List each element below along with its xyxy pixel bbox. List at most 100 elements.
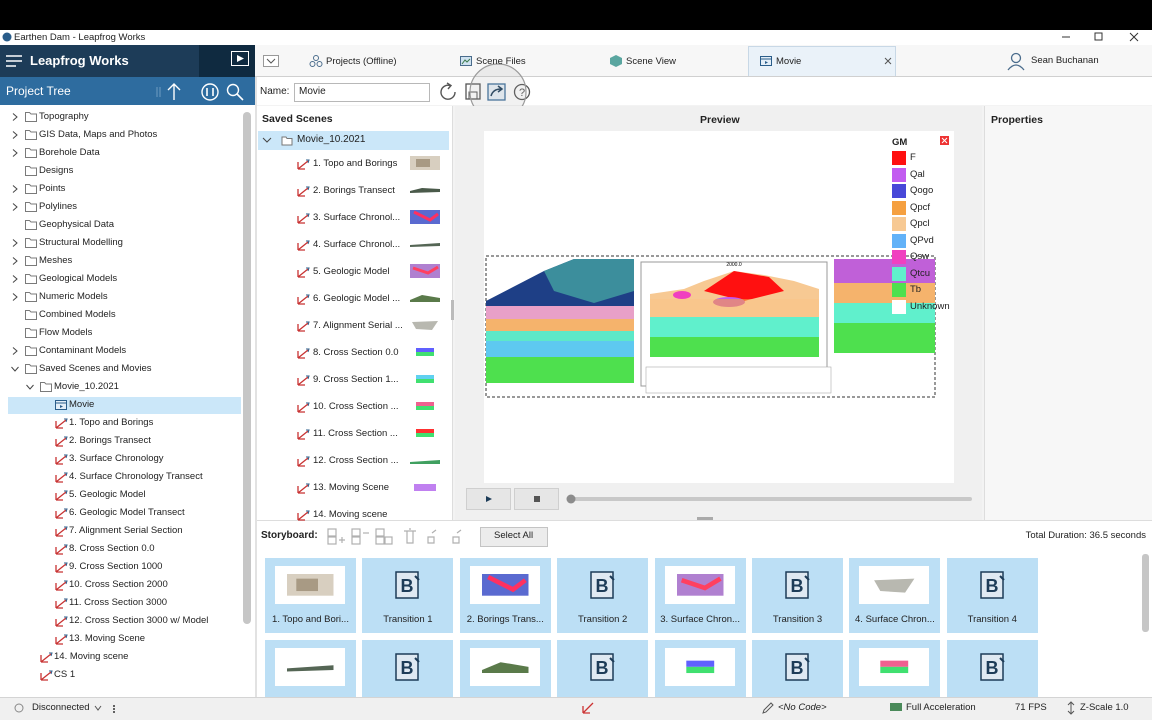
code-status[interactable]: <No Code> [778, 702, 827, 713]
tree-expander [12, 347, 18, 355]
tree-item-label[interactable]: Combined Models [39, 309, 116, 320]
tree-item-label[interactable]: 4. Surface Chronology Transect [69, 471, 203, 482]
tree-item-label[interactable]: Designs [39, 165, 74, 176]
tree-toolbar[interactable] [156, 82, 250, 102]
user-name[interactable]: Sean Buchanan [1031, 55, 1099, 66]
card-label[interactable]: Transition 2 [578, 614, 628, 625]
scene-label[interactable]: 4. Surface Chronol... [313, 239, 401, 250]
tab-label[interactable]: Movie [776, 56, 802, 67]
tree-item-label[interactable]: 5. Geologic Model [69, 489, 146, 500]
tree-item-label[interactable]: Contaminant Models [39, 345, 127, 356]
tree-item-label[interactable]: GIS Data, Maps and Photos [39, 129, 158, 140]
folder-row[interactable] [258, 131, 449, 150]
tree-expander [12, 203, 18, 211]
connection-status[interactable]: Disconnected [32, 702, 90, 713]
scene-icon [297, 240, 310, 251]
tree-item-label[interactable]: 9. Cross Section 1000 [69, 561, 163, 572]
z-scale-status[interactable]: Z-Scale 1.0 [1080, 702, 1129, 713]
scene-label[interactable]: 10. Cross Section ... [313, 401, 399, 412]
scene-label[interactable]: 14. Moving scene [313, 509, 388, 520]
project-tree-title: Project Tree [6, 84, 71, 98]
transition-icon: B [980, 571, 1005, 599]
card-label[interactable]: 1. Topo and Bori... [272, 614, 349, 625]
card-label[interactable]: 4. Surface Chron... [855, 614, 935, 625]
play-scene-button[interactable] [231, 51, 249, 67]
scene-label[interactable]: 6. Geologic Model ... [313, 293, 401, 304]
preview-image: 2000.0 [485, 255, 936, 398]
select-all-button[interactable] [480, 527, 548, 547]
tree-item-label[interactable]: Polylines [39, 201, 78, 212]
card-label[interactable]: Transition 4 [967, 614, 1017, 625]
playback-controls[interactable] [466, 488, 972, 512]
legend-close[interactable] [940, 136, 949, 145]
name-value[interactable]: Movie [299, 86, 326, 97]
scene-thumbnail [410, 453, 440, 467]
tab-label[interactable]: Projects (Offline) [326, 56, 397, 67]
panel-grip[interactable] [451, 300, 454, 320]
scene-label[interactable]: 11. Cross Section ... [313, 428, 398, 439]
tree-item-label[interactable]: 13. Moving Scene [69, 633, 146, 644]
tree-item-label[interactable]: 10. Cross Section 2000 [69, 579, 168, 590]
tree-item-label[interactable]: Geophysical Data [39, 219, 114, 230]
tree-item-label[interactable]: Topography [39, 111, 89, 122]
tab-dropdown[interactable] [263, 55, 279, 67]
tree-item-label[interactable]: Geological Models [39, 273, 118, 284]
saved-scenes-folder[interactable]: Movie_10.2021 [297, 134, 366, 145]
tree-item-label[interactable]: Structural Modelling [39, 237, 123, 248]
menu-button[interactable] [6, 53, 22, 69]
movie-actions[interactable]: ? [436, 80, 536, 104]
tree-selection[interactable] [8, 397, 241, 414]
splitter[interactable] [255, 77, 257, 697]
tree-item-label[interactable]: 11. Cross Section 3000 [69, 597, 168, 608]
tree-item-label[interactable]: 2. Borings Transect [69, 435, 151, 446]
card-label[interactable]: Transition 3 [772, 614, 823, 625]
tab-icon [309, 55, 323, 67]
tree-item-label[interactable]: Saved Scenes and Movies [39, 363, 152, 374]
storyboard-grip[interactable] [697, 517, 713, 520]
scene-label[interactable]: 8. Cross Section 0.0 [313, 347, 399, 358]
tree-item-label[interactable]: CS 1 [54, 669, 76, 680]
scene-label[interactable]: 9. Cross Section 1... [313, 374, 399, 385]
tree-scrollbar[interactable] [243, 112, 251, 624]
scene-label[interactable]: 12. Cross Section ... [313, 455, 399, 466]
active-tab[interactable] [748, 46, 896, 76]
tree-expander [11, 366, 19, 372]
scene-label[interactable]: 7. Alignment Serial ... [313, 320, 403, 331]
window-controls[interactable] [1060, 32, 1145, 42]
card-label[interactable]: Transition 1 [383, 614, 433, 625]
tree-item-label[interactable]: Meshes [39, 255, 73, 266]
scene-icon [297, 429, 310, 440]
card-thumbnail [859, 566, 930, 604]
tree-item-label[interactable]: Movie [69, 399, 95, 410]
tree-item-label[interactable]: 6. Geologic Model Transect [69, 507, 185, 518]
legend-swatch [892, 299, 906, 314]
tree-item-label[interactable]: Movie_10.2021 [54, 381, 119, 392]
tab-label[interactable]: Scene View [626, 56, 676, 67]
tree-item-label[interactable]: Points [39, 183, 66, 194]
card-label[interactable]: 3. Surface Chron... [660, 614, 740, 625]
tree-item-label[interactable]: Borehole Data [39, 147, 100, 158]
scene-label[interactable]: 1. Topo and Borings [313, 158, 398, 169]
tree-item-label[interactable]: 8. Cross Section 0.0 [69, 543, 155, 554]
user-icon[interactable] [1007, 52, 1025, 71]
scene-label[interactable]: 5. Geologic Model [313, 266, 390, 277]
connection-menu[interactable] [94, 705, 117, 713]
tree-item-label[interactable]: Numeric Models [39, 291, 108, 302]
card-label[interactable]: 2. Borings Trans... [466, 614, 544, 625]
select-all-label[interactable]: Select All [494, 530, 534, 541]
tree-item-label[interactable]: 1. Topo and Borings [69, 417, 154, 428]
scene-icon [297, 375, 310, 386]
tree-item-label[interactable]: Flow Models [39, 327, 93, 338]
name-input[interactable] [294, 83, 430, 102]
tree-icon [25, 328, 37, 338]
storyboard-toolbar[interactable] [327, 527, 469, 545]
tree-item-label[interactable]: 7. Alignment Serial Section [69, 525, 183, 536]
tree-item-label[interactable]: 12. Cross Section 3000 w/ Model [69, 615, 209, 626]
tree-item-label[interactable]: 14. Moving scene [54, 651, 129, 662]
scene-label[interactable]: 2. Borings Transect [313, 185, 395, 196]
scene-label[interactable]: 3. Surface Chronol... [313, 212, 401, 223]
scene-label[interactable]: 13. Moving Scene [313, 482, 390, 493]
storyboard-scrollbar[interactable] [1142, 554, 1149, 632]
tree-item-label[interactable]: 3. Surface Chronology [69, 453, 164, 464]
tab-label[interactable]: Scene Files [476, 56, 526, 67]
